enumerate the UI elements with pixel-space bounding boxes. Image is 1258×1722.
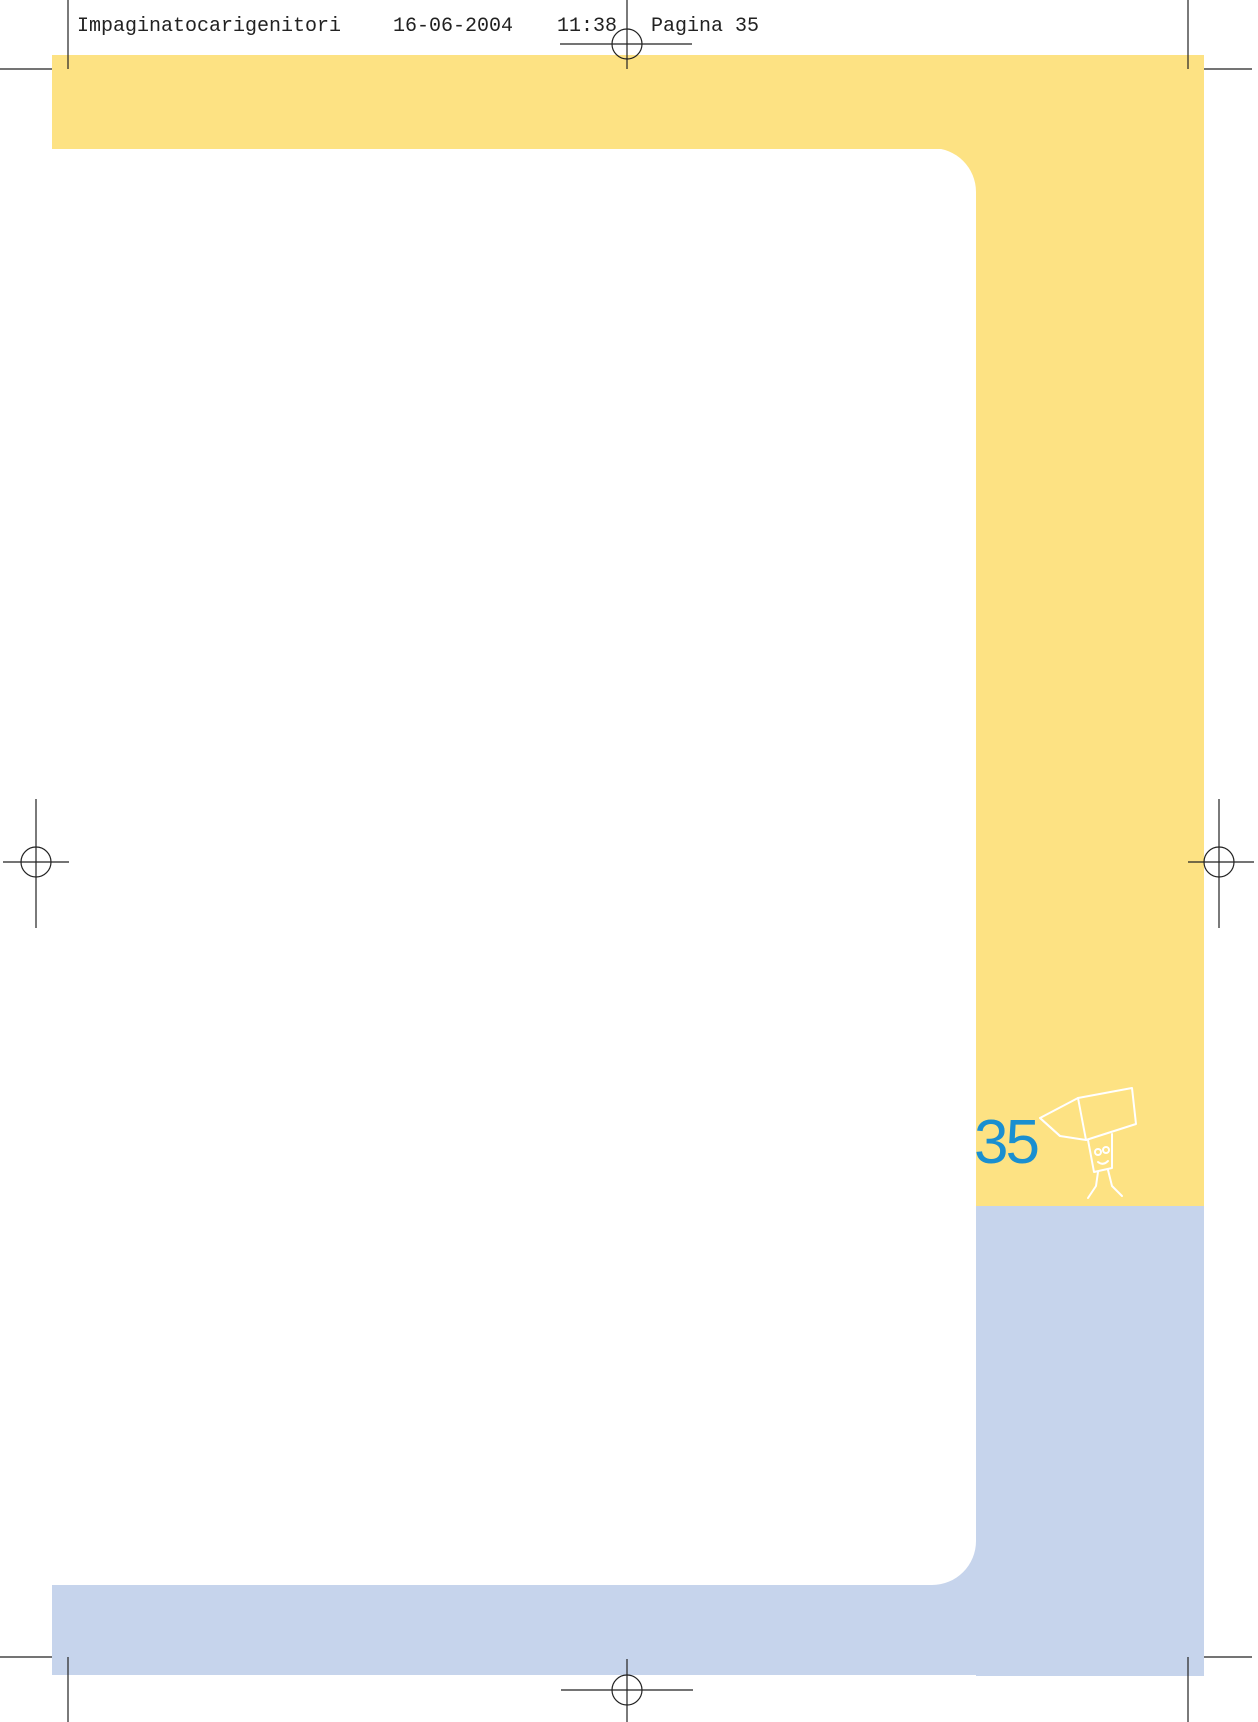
top-band [52, 55, 1204, 149]
corner-fill [932, 148, 976, 192]
header-time: 11:38 [557, 15, 617, 38]
header-date: 16-06-2004 [393, 15, 513, 38]
corner-fill [932, 1541, 976, 1585]
bottom-band [52, 1585, 1204, 1675]
page: Impaginatocarigenitori 16-06-2004 11:38 … [0, 0, 1258, 1722]
right-yellow-band [976, 148, 1204, 1207]
header-file: Impaginatocarigenitori [77, 15, 341, 38]
header-page: Pagina 35 [651, 15, 759, 38]
page-number: 35 [974, 1108, 1037, 1177]
